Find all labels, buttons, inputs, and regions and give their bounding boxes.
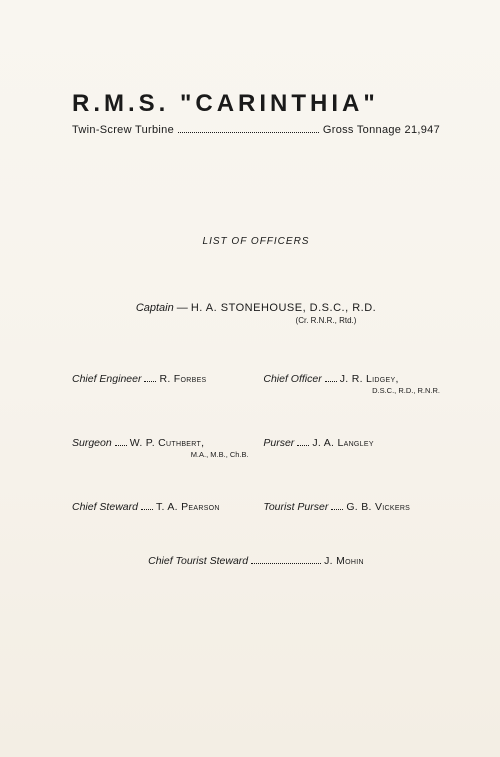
- officer-cell: Chief Officer J. R. Lidgey, D.S.C., R.D.…: [263, 373, 440, 395]
- officer-credentials: M.A., M.B., Ch.B.: [72, 450, 249, 459]
- officer-name: W. P. Cuthbert,: [130, 437, 205, 449]
- dot-leader: [141, 509, 153, 510]
- captain-name: H. A. STONEHOUSE, D.S.C., R.D.: [191, 302, 376, 314]
- officer-name: J. Mohin: [324, 555, 364, 567]
- subhead-right: Gross Tonnage 21,947: [323, 124, 440, 136]
- officer-row: Chief Steward T. A. Pearson Tourist Purs…: [72, 501, 440, 513]
- officer-cell: Tourist Purser G. B. Vickers: [263, 501, 440, 513]
- officer-label: Surgeon: [72, 437, 112, 449]
- dot-leader: [115, 445, 127, 446]
- officer-credentials: D.S.C., R.D., R.N.R.: [263, 386, 440, 395]
- bottom-officer-row: Chief Tourist Steward J. Mohin: [72, 555, 440, 567]
- dot-leader: [297, 445, 309, 446]
- captain-dash: —: [174, 302, 191, 314]
- officer-label: Chief Engineer: [72, 373, 141, 385]
- officer-row: Surgeon W. P. Cuthbert, M.A., M.B., Ch.B…: [72, 437, 440, 459]
- officer-name: T. A. Pearson: [156, 501, 220, 513]
- officer-cell: Purser J. A. Langley: [263, 437, 440, 459]
- captain-credentials: (Cr. R.N.R., Rtd.): [212, 316, 440, 325]
- officer-cell: Chief Steward T. A. Pearson: [72, 501, 249, 513]
- officer-label: Chief Tourist Steward: [148, 555, 248, 567]
- dot-leader: [144, 381, 156, 382]
- subhead-left: Twin-Screw Turbine: [72, 124, 174, 136]
- officer-label: Tourist Purser: [263, 501, 328, 513]
- dot-leader: [325, 381, 337, 382]
- officer-name: J. R. Lidgey,: [340, 373, 399, 385]
- ship-heading: R.M.S. "CARINTHIA": [72, 90, 440, 118]
- officer-label: Chief Steward: [72, 501, 138, 513]
- officer-cell: Surgeon W. P. Cuthbert, M.A., M.B., Ch.B…: [72, 437, 249, 459]
- officer-cell: Chief Engineer R. Forbes: [72, 373, 249, 395]
- captain-label: Captain: [136, 302, 174, 314]
- dot-leader: [251, 563, 321, 564]
- page-container: R.M.S. "CARINTHIA" Twin-Screw Turbine Gr…: [0, 0, 500, 607]
- dot-leader: [331, 509, 343, 510]
- dot-leader: [178, 132, 319, 133]
- officer-name: J. A. Langley: [312, 437, 373, 449]
- section-title: LIST OF OFFICERS: [72, 236, 440, 247]
- officer-name: G. B. Vickers: [346, 501, 410, 513]
- officer-row: Chief Engineer R. Forbes Chief Officer J…: [72, 373, 440, 395]
- officer-label: Purser: [263, 437, 294, 449]
- officer-label: Chief Officer: [263, 373, 321, 385]
- officer-grid: Chief Engineer R. Forbes Chief Officer J…: [72, 373, 440, 513]
- officer-name: R. Forbes: [159, 373, 206, 385]
- captain-row: Captain — H. A. STONEHOUSE, D.S.C., R.D.: [72, 302, 440, 314]
- ship-subhead-row: Twin-Screw Turbine Gross Tonnage 21,947: [72, 124, 440, 136]
